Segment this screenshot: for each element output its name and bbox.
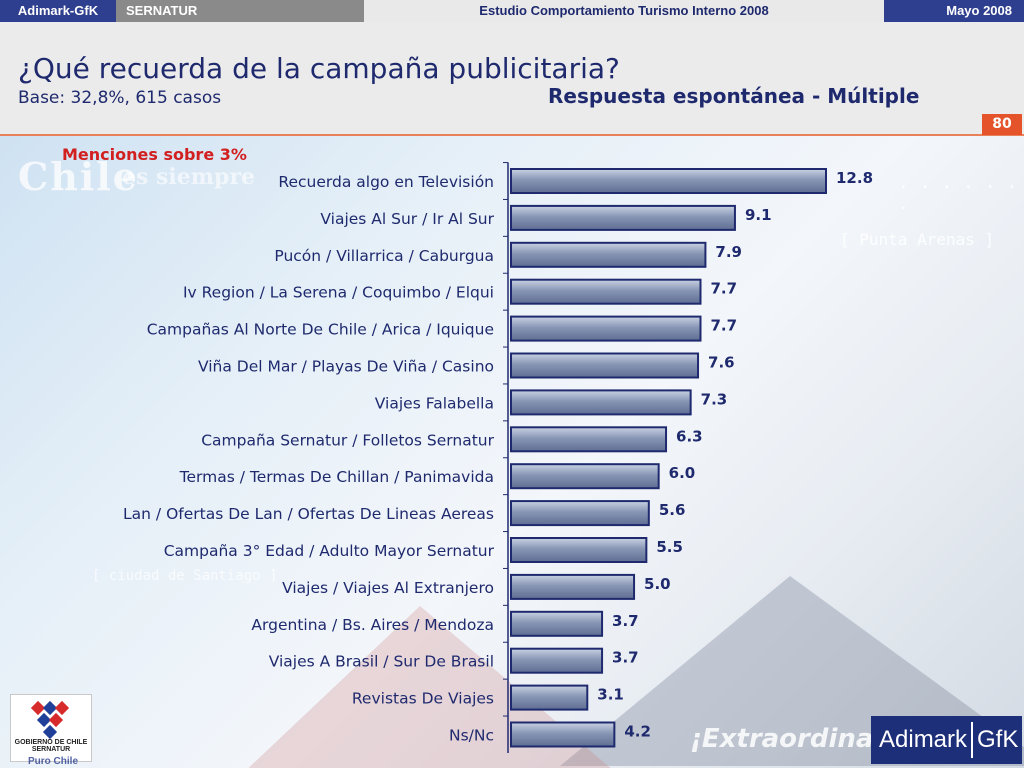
category-label: Ns/Nc [449,727,494,745]
value-label: 4.2 [624,723,651,741]
value-label: 3.7 [612,649,639,667]
category-label: Revistas De Viajes [352,690,494,708]
bar [510,278,702,305]
bar [510,463,660,490]
value-label: 9.1 [745,206,772,224]
category-label: Argentina / Bs. Aires / Mendoza [251,616,494,634]
value-label: 6.0 [669,464,696,482]
bar [510,610,604,637]
bg-es-text: es siempre [122,164,256,190]
top-bar: Adimark-GfK SERNATUR Estudio Comportamie… [0,0,1024,22]
chart-annotation: Menciones sobre 3% [62,145,247,164]
brand-label: Adimark-GfK [0,0,116,22]
bar [510,204,736,231]
bar [510,168,827,194]
page-number: 80 [982,114,1022,135]
bar [510,684,589,711]
gov-logo-sub: SERNATUR [31,746,71,753]
category-label: Viajes Falabella [375,394,494,412]
value-label: 3.1 [597,686,624,704]
category-label: Campaña Sernatur / Folletos Sernatur [201,431,494,449]
slide-header: ¿Qué recuerda de la campaña publicitaria… [0,22,1024,136]
category-label: Campañas Al Norte De Chile / Arica / Iqu… [147,321,494,339]
gov-emblem-icon [30,700,70,740]
value-label: 7.7 [710,280,737,298]
slide-title: ¿Qué recuerda de la campaña publicitaria… [18,52,620,85]
bar [510,573,636,600]
logo-divider [971,722,973,758]
value-label: 5.6 [659,501,686,519]
value-label: 7.6 [708,354,735,372]
value-label: 3.7 [612,612,639,630]
bar [510,500,650,527]
adimark-gfk-logo: Adimark GfK [871,716,1022,764]
gov-logo-text: GOBIERNO DE CHILE SERNATUR [11,739,91,753]
bar [510,389,692,416]
bar [510,241,707,268]
value-label: 12.8 [836,169,873,187]
value-label: 7.9 [715,243,742,261]
category-label: Iv Region / La Serena / Coquimbo / Elqui [183,284,494,302]
bar [510,426,668,453]
gobierno-de-chile-logo: GOBIERNO DE CHILE SERNATUR [10,694,92,762]
value-label: 7.3 [701,390,728,408]
bar [510,352,700,379]
study-title: Estudio Comportamiento Turismo Interno 2… [364,0,884,22]
puro-chile-text: Puro Chile [28,756,79,767]
date-label: Mayo 2008 [884,0,1024,22]
bar [510,315,702,342]
category-label: Lan / Ofertas De Lan / Ofertas De Lineas… [123,505,494,523]
value-label: 6.3 [676,427,703,445]
bg-punta-arenas-text: [ Punta Arenas ] [840,230,995,249]
base-info: Base: 32,8%, 615 casos [18,88,222,108]
gfk-word: GfK [977,726,1019,753]
category-label: Campaña 3° Edad / Adulto Mayor Sernatur [164,542,495,560]
value-label: 7.7 [710,317,737,335]
category-label: Termas / Termas De Chillan / Panimavida [179,468,494,486]
category-label: Pucón / Villarrica / Caburgua [274,247,494,265]
category-label: Viajes / Viajes Al Extranjero [282,579,494,597]
category-label: Viña Del Mar / Playas De Viña / Casino [198,358,494,376]
bg-chile-text: Chile [18,154,139,199]
client-label: SERNATUR [116,0,364,22]
bar [510,647,604,674]
value-label: 5.0 [644,575,671,593]
category-label: Recuerda algo en Televisión [278,173,494,191]
bar [510,721,616,748]
bar [510,537,648,563]
bg-ciudad-text: [ ciudad de Santiago ] [92,568,278,584]
adimark-word: Adimark [879,726,968,753]
category-label: Viajes A Brasil / Sur De Brasil [269,653,494,671]
value-label: 5.5 [656,538,683,556]
bg-dots-text: . . . . . . . [898,172,1018,214]
category-label: Viajes Al Sur / Ir Al Sur [320,210,494,228]
gov-logo-name: GOBIERNO DE CHILE [14,739,88,746]
response-type: Respuesta espontánea - Múltiple [548,84,920,108]
